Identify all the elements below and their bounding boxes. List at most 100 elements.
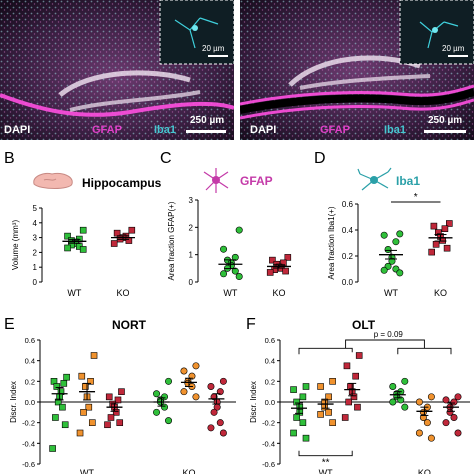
x-tick-label: WT — [80, 468, 94, 474]
point-ko-orange — [427, 393, 435, 401]
significance-label: ** — [322, 458, 330, 469]
point-wt-ko — [354, 403, 361, 411]
point-wt — [396, 269, 404, 277]
point-wt-wt — [52, 414, 59, 421]
point-wt-wt — [299, 419, 307, 426]
y-tick-label: 0.0 — [342, 278, 354, 287]
point-wt-wt — [60, 380, 68, 387]
y-axis-label: Area fraction Iba1(+) — [327, 206, 336, 279]
y-tick-label: 1 — [189, 251, 194, 260]
y-tick-label: 0.0 — [265, 398, 275, 407]
point-ko-orange — [180, 367, 188, 375]
point-wt-orange — [329, 419, 336, 426]
y-tick-label: 0.0 — [25, 398, 35, 407]
point-ko-wt — [161, 403, 169, 411]
micrograph-right: 20 µm DAPI GFAP Iba1 250 µm — [240, 0, 474, 140]
point-wt-orange — [317, 411, 324, 418]
scalebar-label-right: 250 µm — [428, 115, 463, 126]
point-wt — [231, 253, 239, 261]
chart-b: 0 1 2 3 4 5 Volume (mm³) WT KO — [11, 204, 136, 298]
point-ko-wt — [153, 408, 161, 416]
point-wt-ko — [107, 414, 115, 421]
inset-scalebar-right: 20 µm — [442, 44, 465, 53]
point-ko-ko — [207, 382, 215, 390]
point-wt-ko — [345, 398, 352, 406]
point-wt-ko — [104, 421, 111, 429]
chart-d: 0.0 0.2 0.4 0.6 Area fraction Iba1(+) WT KO * — [327, 192, 453, 298]
y-tick-label: 0 — [189, 278, 194, 287]
scalebar-line-right — [424, 130, 466, 133]
point-ko — [128, 226, 136, 234]
y-tick-label: 0 — [33, 278, 38, 287]
panel-letter-d: D — [314, 150, 326, 167]
point-ko-wt — [389, 382, 397, 390]
y-tick-label: -0.2 — [262, 419, 275, 428]
point-ko-ko — [210, 408, 218, 416]
y-tick-label: 0.4 — [25, 357, 35, 366]
micrograph-left: 20 µm DAPI GFAP Iba1 250 µm — [0, 0, 234, 140]
point-wt-ko — [352, 372, 359, 380]
point-ko — [125, 237, 133, 244]
point-wt — [235, 273, 243, 281]
point-wt — [64, 244, 71, 252]
point-ko-orange — [192, 362, 200, 370]
panel-title-f: OLT — [352, 318, 376, 332]
y-tick-label: 2 — [33, 248, 38, 257]
point-wt-orange — [87, 378, 94, 385]
bracket-ko — [397, 347, 452, 355]
point-wt-orange — [76, 429, 84, 437]
point-ko-ko — [450, 414, 458, 422]
y-tick-label: -0.6 — [262, 460, 275, 469]
point-wt-wt — [302, 434, 310, 442]
point-wt — [231, 267, 239, 275]
y-tick-label: 1 — [33, 263, 38, 272]
x-tick-label: WT — [67, 288, 81, 298]
scalebar-line-left — [186, 130, 226, 133]
scalebar-label-left: 250 µm — [190, 115, 225, 126]
point-ko — [430, 222, 438, 230]
y-tick-label: 0.2 — [25, 377, 35, 386]
point-wt-wt — [53, 383, 61, 390]
point-ko-ko — [442, 396, 450, 404]
point-ko-ko — [207, 424, 215, 432]
y-tick-label: 3 — [189, 196, 194, 205]
point-wt-orange — [85, 403, 93, 411]
y-tick-label: -0.4 — [262, 439, 275, 448]
point-ko-ko — [450, 398, 458, 406]
y-tick-label: 2 — [189, 223, 194, 232]
y-axis-label: Discr. Index — [9, 381, 18, 423]
point-wt-wt — [63, 373, 70, 381]
x-tick-label: WT — [384, 288, 398, 298]
point-wt-wt — [54, 398, 62, 406]
point-wt-orange — [78, 372, 86, 380]
y-axis-label: Volume (mm³) — [11, 220, 20, 271]
point-wt-ko — [355, 352, 363, 359]
point-wt-orange — [317, 383, 324, 390]
micrograph-right-image — [240, 0, 474, 140]
point-ko-ko — [219, 429, 227, 437]
y-tick-label: 0.6 — [342, 200, 354, 209]
point-ko — [110, 240, 118, 247]
stain-dapi-right: DAPI — [250, 124, 277, 136]
bracket-wt — [298, 347, 353, 355]
point-wt — [396, 230, 404, 238]
point-wt-ko — [350, 393, 358, 401]
panel-title-e: NORT — [112, 318, 146, 332]
point-ko-wt — [389, 398, 397, 406]
y-tick-label: 5 — [33, 204, 38, 213]
panel-title-b: Hippocampus — [82, 176, 162, 190]
point-ko — [428, 248, 435, 256]
chart-f: -0.6 -0.4 -0.2 0.0 0.2 0.4 0.6 Discr. Index WT KO… — [249, 330, 470, 474]
bracket-significance — [298, 450, 353, 457]
y-tick-label: 3 — [33, 234, 38, 243]
y-tick-label: 0.4 — [265, 357, 275, 366]
stain-gfap-right: GFAP — [320, 124, 350, 136]
point-wt-ko — [343, 362, 351, 370]
point-ko — [432, 240, 440, 248]
point-wt-orange — [329, 378, 336, 385]
point-ko — [441, 225, 449, 233]
point-wt — [380, 231, 388, 239]
panel-letter-e: E — [4, 316, 15, 333]
point-ko — [282, 267, 289, 275]
point-ko-orange — [192, 393, 200, 401]
